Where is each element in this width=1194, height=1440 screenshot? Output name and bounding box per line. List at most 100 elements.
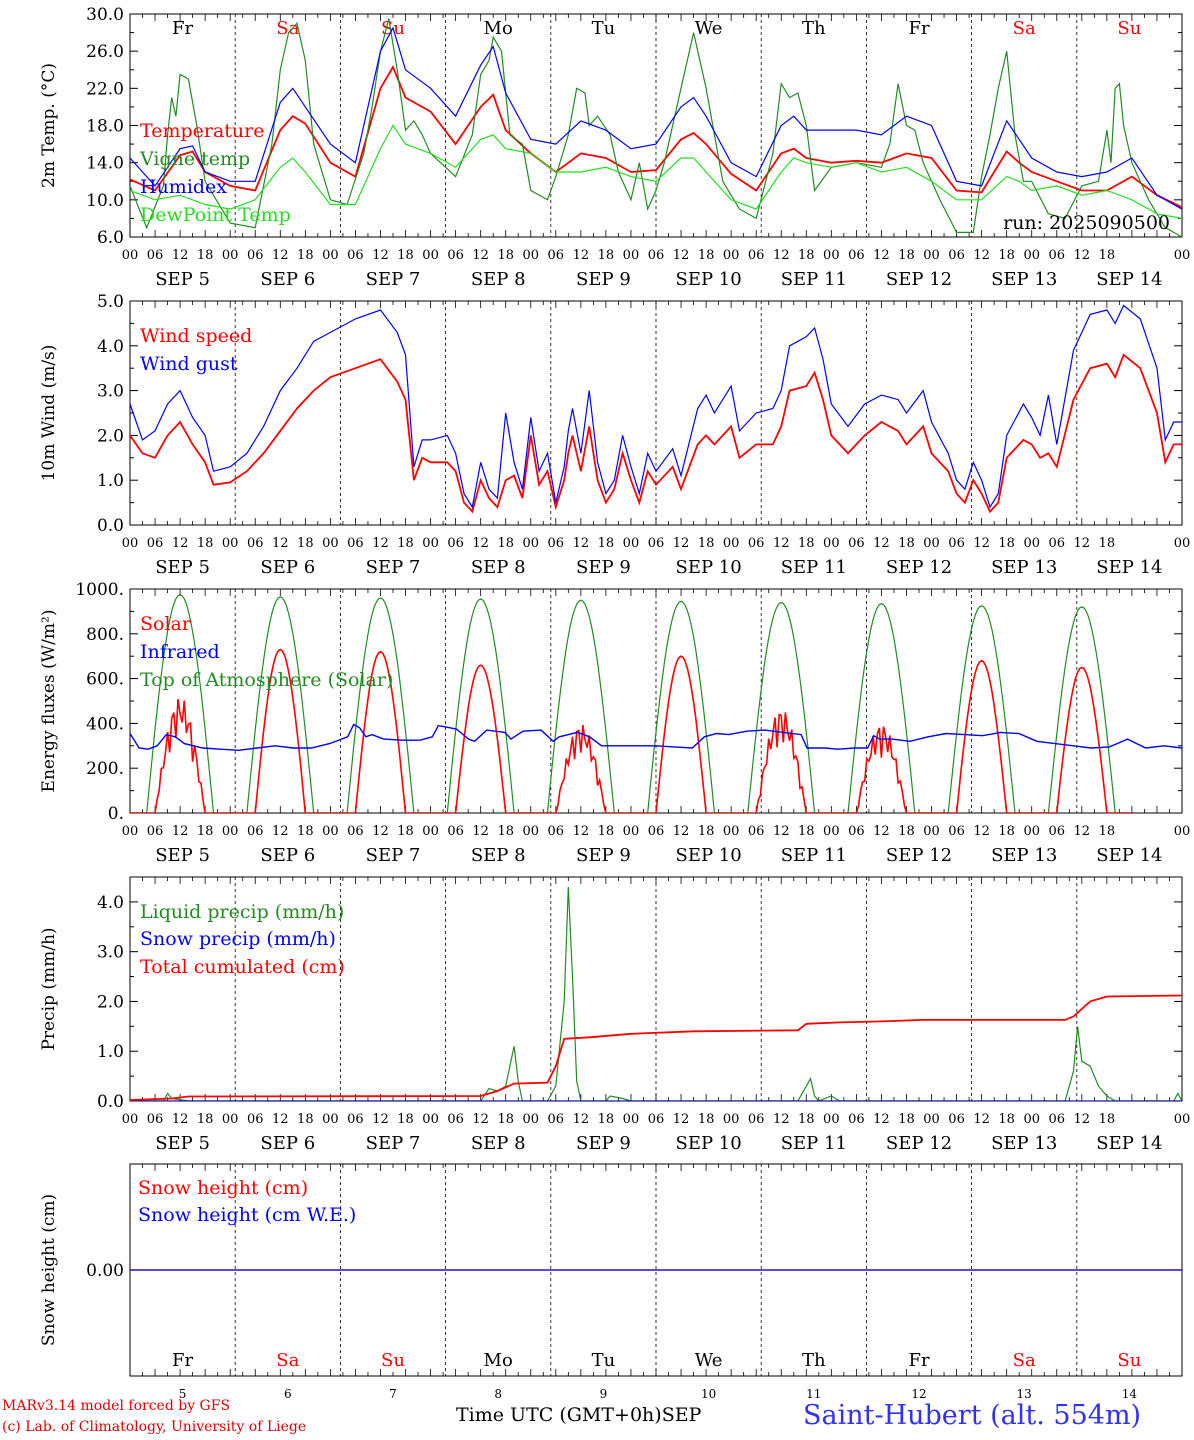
y-tick-label: 0.00 — [86, 1261, 124, 1281]
hour-tick-label: 00 — [823, 1112, 840, 1127]
hour-tick-label: 18 — [397, 248, 414, 263]
hour-tick-label: 12 — [873, 824, 890, 839]
hour-tick-label: 06 — [648, 824, 665, 839]
day-number-label: 5 — [179, 1387, 187, 1401]
hour-tick-label: 06 — [147, 824, 164, 839]
y-tick-label: 14.0 — [86, 154, 124, 174]
date-label: SEP 8 — [471, 845, 526, 866]
hour-tick-label: 00 — [322, 824, 339, 839]
hour-tick-label: 12 — [372, 1112, 389, 1127]
weekday-label: We — [695, 18, 723, 39]
hour-tick-label: 06 — [748, 536, 765, 551]
y-tick-label: 30.0 — [86, 5, 124, 25]
hour-tick-label: 12 — [172, 1112, 189, 1127]
hour-tick-label: 06 — [548, 536, 565, 551]
hour-tick-label: 18 — [798, 536, 815, 551]
series-infrared — [130, 723, 1182, 752]
hour-tick-label: 06 — [147, 1112, 164, 1127]
date-label: SEP 8 — [471, 269, 526, 290]
legend-entry: Solar — [140, 613, 192, 635]
hour-tick-label: 12 — [673, 1112, 690, 1127]
day-number-label: 9 — [600, 1387, 608, 1401]
hour-tick-label: 12 — [573, 824, 590, 839]
hour-tick-label: 06 — [848, 1112, 865, 1127]
weekday-label: Tu — [592, 18, 616, 39]
hour-tick-label: 18 — [1099, 536, 1116, 551]
y-tick-label: 4.0 — [97, 337, 124, 357]
hour-tick-label: 18 — [698, 824, 715, 839]
hour-tick-label: 12 — [472, 824, 489, 839]
hour-tick-label: 18 — [297, 1112, 314, 1127]
date-label: SEP 9 — [576, 1133, 631, 1154]
weekday-label: Sa — [1013, 18, 1036, 39]
hour-tick-label: 06 — [948, 824, 965, 839]
weekday-label: Mo — [484, 18, 513, 39]
credit-model: MARv3.14 model forced by GFS — [2, 1398, 231, 1414]
legend-entry: Snow precip (mm/h) — [140, 928, 336, 950]
series-vigne-temp — [130, 18, 1182, 237]
hour-tick-label: 12 — [773, 536, 790, 551]
hour-tick-label: 12 — [1074, 824, 1091, 839]
hour-tick-label: 00 — [823, 536, 840, 551]
legend-entry: Wind gust — [140, 353, 238, 375]
date-label: SEP 11 — [781, 557, 847, 578]
hour-tick-label: 06 — [748, 1112, 765, 1127]
hour-tick-label: 06 — [548, 248, 565, 263]
hour-tick-label: 12 — [372, 824, 389, 839]
series-solar — [130, 648, 1132, 813]
hour-tick-label: 06 — [247, 536, 264, 551]
hour-tick-label: 00 — [1174, 248, 1191, 263]
hour-tick-label: 00 — [422, 1112, 439, 1127]
hour-tick-label: 12 — [372, 248, 389, 263]
legend-entry: Temperature — [140, 120, 264, 142]
hour-tick-label: 12 — [172, 536, 189, 551]
y-axis-label: Snow height (cm) — [39, 1194, 59, 1346]
legend-entry: Snow height (cm W.E.) — [138, 1204, 356, 1226]
y-tick-label: 600. — [86, 670, 124, 690]
hour-tick-label: 00 — [1023, 536, 1040, 551]
y-tick-label: 1000. — [75, 580, 124, 600]
date-label: SEP 7 — [366, 845, 421, 866]
day-number-label: 6 — [284, 1387, 292, 1401]
hour-tick-label: 12 — [873, 1112, 890, 1127]
legend-entry: Infrared — [140, 641, 220, 663]
panel-3: 0. 200. 400. 600. 800. 1000. Energy fluxes (W/… — [39, 580, 1190, 866]
hour-tick-label: 12 — [172, 248, 189, 263]
hour-tick-label: 12 — [472, 248, 489, 263]
hour-tick-label: 12 — [272, 824, 289, 839]
hour-tick-label: 00 — [723, 536, 740, 551]
legend-entry: Top of Atmosphere (Solar) — [140, 669, 393, 691]
y-tick-label: 4.0 — [97, 893, 124, 913]
hour-tick-label: 06 — [748, 824, 765, 839]
hour-tick-label: 18 — [497, 1112, 514, 1127]
y-axis-label: Precip (mm/h) — [39, 927, 59, 1050]
hour-tick-label: 12 — [973, 536, 990, 551]
series-total-cumulated-cm- — [130, 994, 1182, 1101]
date-label: SEP 5 — [155, 269, 210, 290]
hour-tick-label: 12 — [272, 1112, 289, 1127]
date-label: SEP 6 — [260, 1133, 315, 1154]
weekday-label: Sa — [276, 18, 299, 39]
hour-tick-label: 00 — [422, 248, 439, 263]
date-label: SEP 14 — [1096, 557, 1162, 578]
date-label: SEP 6 — [260, 557, 315, 578]
hour-tick-label: 18 — [998, 248, 1015, 263]
hour-tick-label: 18 — [598, 1112, 615, 1127]
legend-entry: Vigne temp — [139, 148, 250, 170]
hour-tick-label: 00 — [723, 1112, 740, 1127]
plot-frame — [129, 300, 1183, 526]
date-label: SEP 12 — [886, 269, 952, 290]
y-axis-label: Energy fluxes (W/m²) — [39, 610, 59, 793]
date-label: SEP 10 — [675, 557, 741, 578]
station-label: Saint-Hubert (alt. 554m) — [803, 1400, 1142, 1431]
hour-tick-label: 12 — [1074, 1112, 1091, 1127]
hour-tick-label: 18 — [397, 824, 414, 839]
y-tick-label: 10.0 — [86, 191, 124, 211]
weekday-label: Sa — [1013, 1350, 1036, 1371]
hour-tick-label: 06 — [1048, 248, 1065, 263]
hour-tick-label: 00 — [723, 248, 740, 263]
weekday-label: Fr — [908, 18, 929, 39]
hour-tick-label: 18 — [297, 824, 314, 839]
hour-tick-label: 00 — [723, 824, 740, 839]
hour-tick-label: 18 — [698, 248, 715, 263]
